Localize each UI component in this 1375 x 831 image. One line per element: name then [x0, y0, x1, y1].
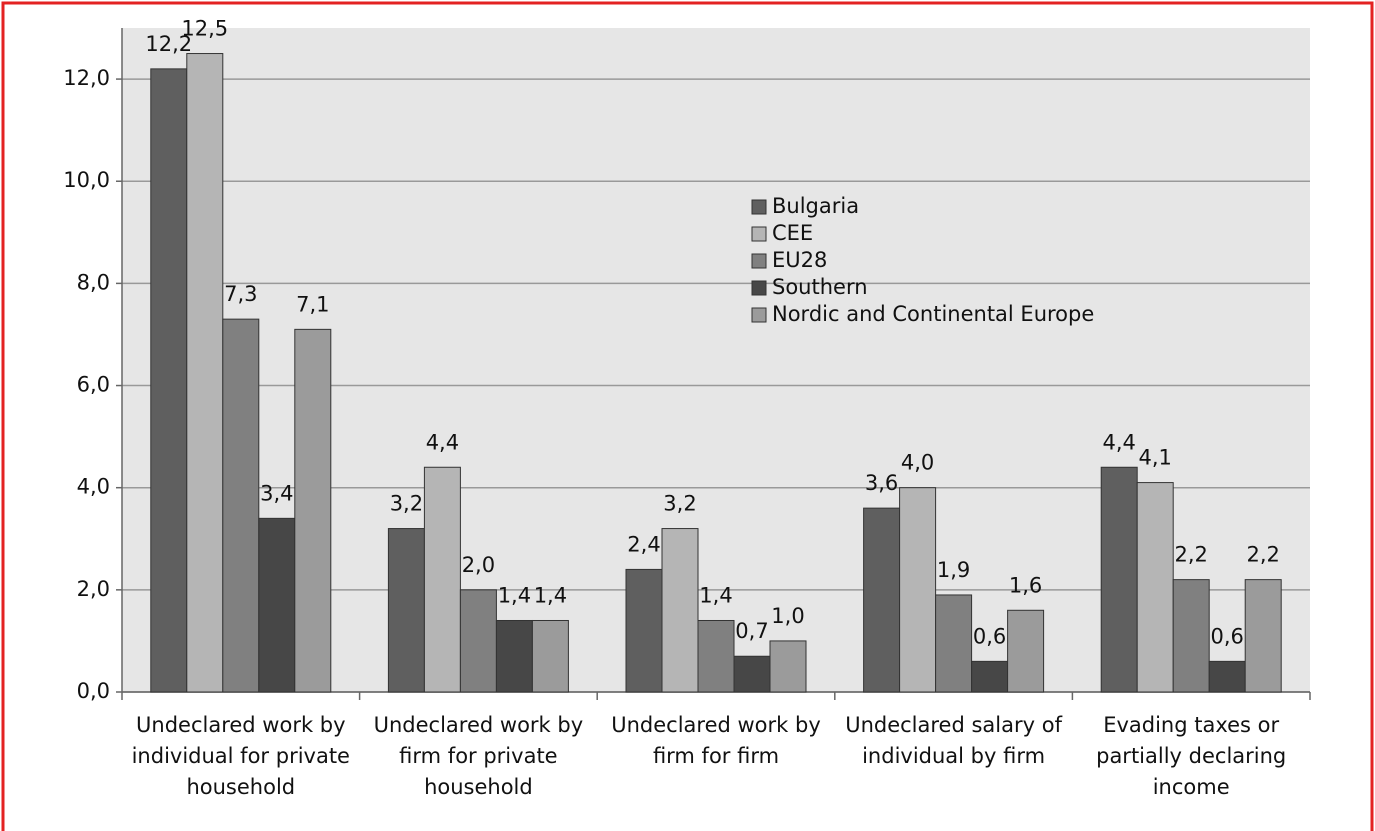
bar: [1136, 482, 1174, 693]
legend-swatch: [751, 226, 767, 242]
data-label: 7,1: [296, 292, 329, 316]
data-label: 3,2: [663, 492, 696, 516]
bar: [222, 318, 260, 693]
bar: [1208, 660, 1246, 693]
y-tick-label: 12,0: [63, 66, 110, 90]
data-label: 2,2: [1246, 543, 1279, 567]
y-tick-label: 2,0: [77, 577, 110, 601]
bar: [531, 619, 569, 693]
y-tick-label: 0,0: [77, 679, 110, 703]
bar: [1172, 579, 1210, 693]
bar: [423, 466, 461, 693]
data-label: 4,0: [901, 451, 934, 475]
data-label: 1,4: [534, 583, 567, 607]
data-label: 2,0: [462, 553, 495, 577]
bar: [863, 507, 901, 693]
data-label: 2,2: [1174, 543, 1207, 567]
bar: [769, 640, 807, 693]
legend-swatch: [751, 280, 767, 296]
legend-label: Bulgaria: [772, 194, 859, 218]
data-label: 3,4: [260, 481, 293, 505]
y-tick-label: 8,0: [77, 270, 110, 294]
legend-label: Southern: [772, 275, 868, 299]
data-label: 1,9: [937, 558, 970, 582]
legend-label: EU28: [772, 248, 827, 272]
y-tick-label: 6,0: [77, 373, 110, 397]
legend-label: CEE: [772, 221, 813, 245]
legend-swatch: [751, 199, 767, 215]
bar: [495, 619, 533, 693]
bar: [661, 528, 699, 693]
bar: [1007, 609, 1045, 693]
data-label: 7,3: [224, 282, 257, 306]
x-tick-label: Undeclared work by individual for privat…: [131, 713, 350, 799]
bar: [186, 53, 224, 693]
bar: [387, 528, 425, 693]
legend-swatch: [751, 253, 767, 269]
bar: [294, 328, 332, 693]
bar: [697, 619, 735, 693]
x-tick-label: Undeclared work by firm for private hous…: [373, 713, 584, 799]
data-label: 3,6: [865, 471, 898, 495]
data-label: 0,7: [735, 619, 768, 643]
bar: [459, 589, 497, 693]
data-label: 1,0: [771, 604, 804, 628]
data-label: 3,2: [390, 492, 423, 516]
data-label: 0,6: [973, 624, 1006, 648]
bar: [1100, 466, 1138, 693]
data-label: 4,1: [1138, 446, 1171, 470]
data-label: 1,6: [1009, 573, 1042, 597]
bar: [625, 568, 663, 693]
bar: [1244, 579, 1282, 693]
x-tick-label: Evading taxes or partially declaring inc…: [1096, 713, 1287, 799]
data-label: 4,4: [1102, 430, 1135, 454]
bar: [733, 655, 771, 693]
data-label: 12,2: [145, 32, 192, 56]
data-label: 0,6: [1210, 624, 1243, 648]
data-label: 1,4: [699, 583, 732, 607]
data-label: 2,4: [627, 532, 660, 556]
data-label: 4,4: [426, 430, 459, 454]
bar: [150, 68, 188, 693]
x-tick-label: Undeclared salary of individual by firm: [845, 713, 1062, 768]
y-tick-label: 10,0: [63, 168, 110, 192]
data-label: 12,5: [181, 17, 228, 41]
bar: [899, 487, 937, 693]
x-tick-label: Undeclared work by firm for firm: [611, 713, 821, 768]
legend-swatch: [751, 307, 767, 323]
bar: [258, 517, 296, 693]
y-tick-label: 4,0: [77, 475, 110, 499]
legend-label: Nordic and Continental Europe: [772, 302, 1094, 326]
data-label: 1,4: [498, 583, 531, 607]
bar: [971, 660, 1009, 693]
bar: [935, 594, 973, 693]
